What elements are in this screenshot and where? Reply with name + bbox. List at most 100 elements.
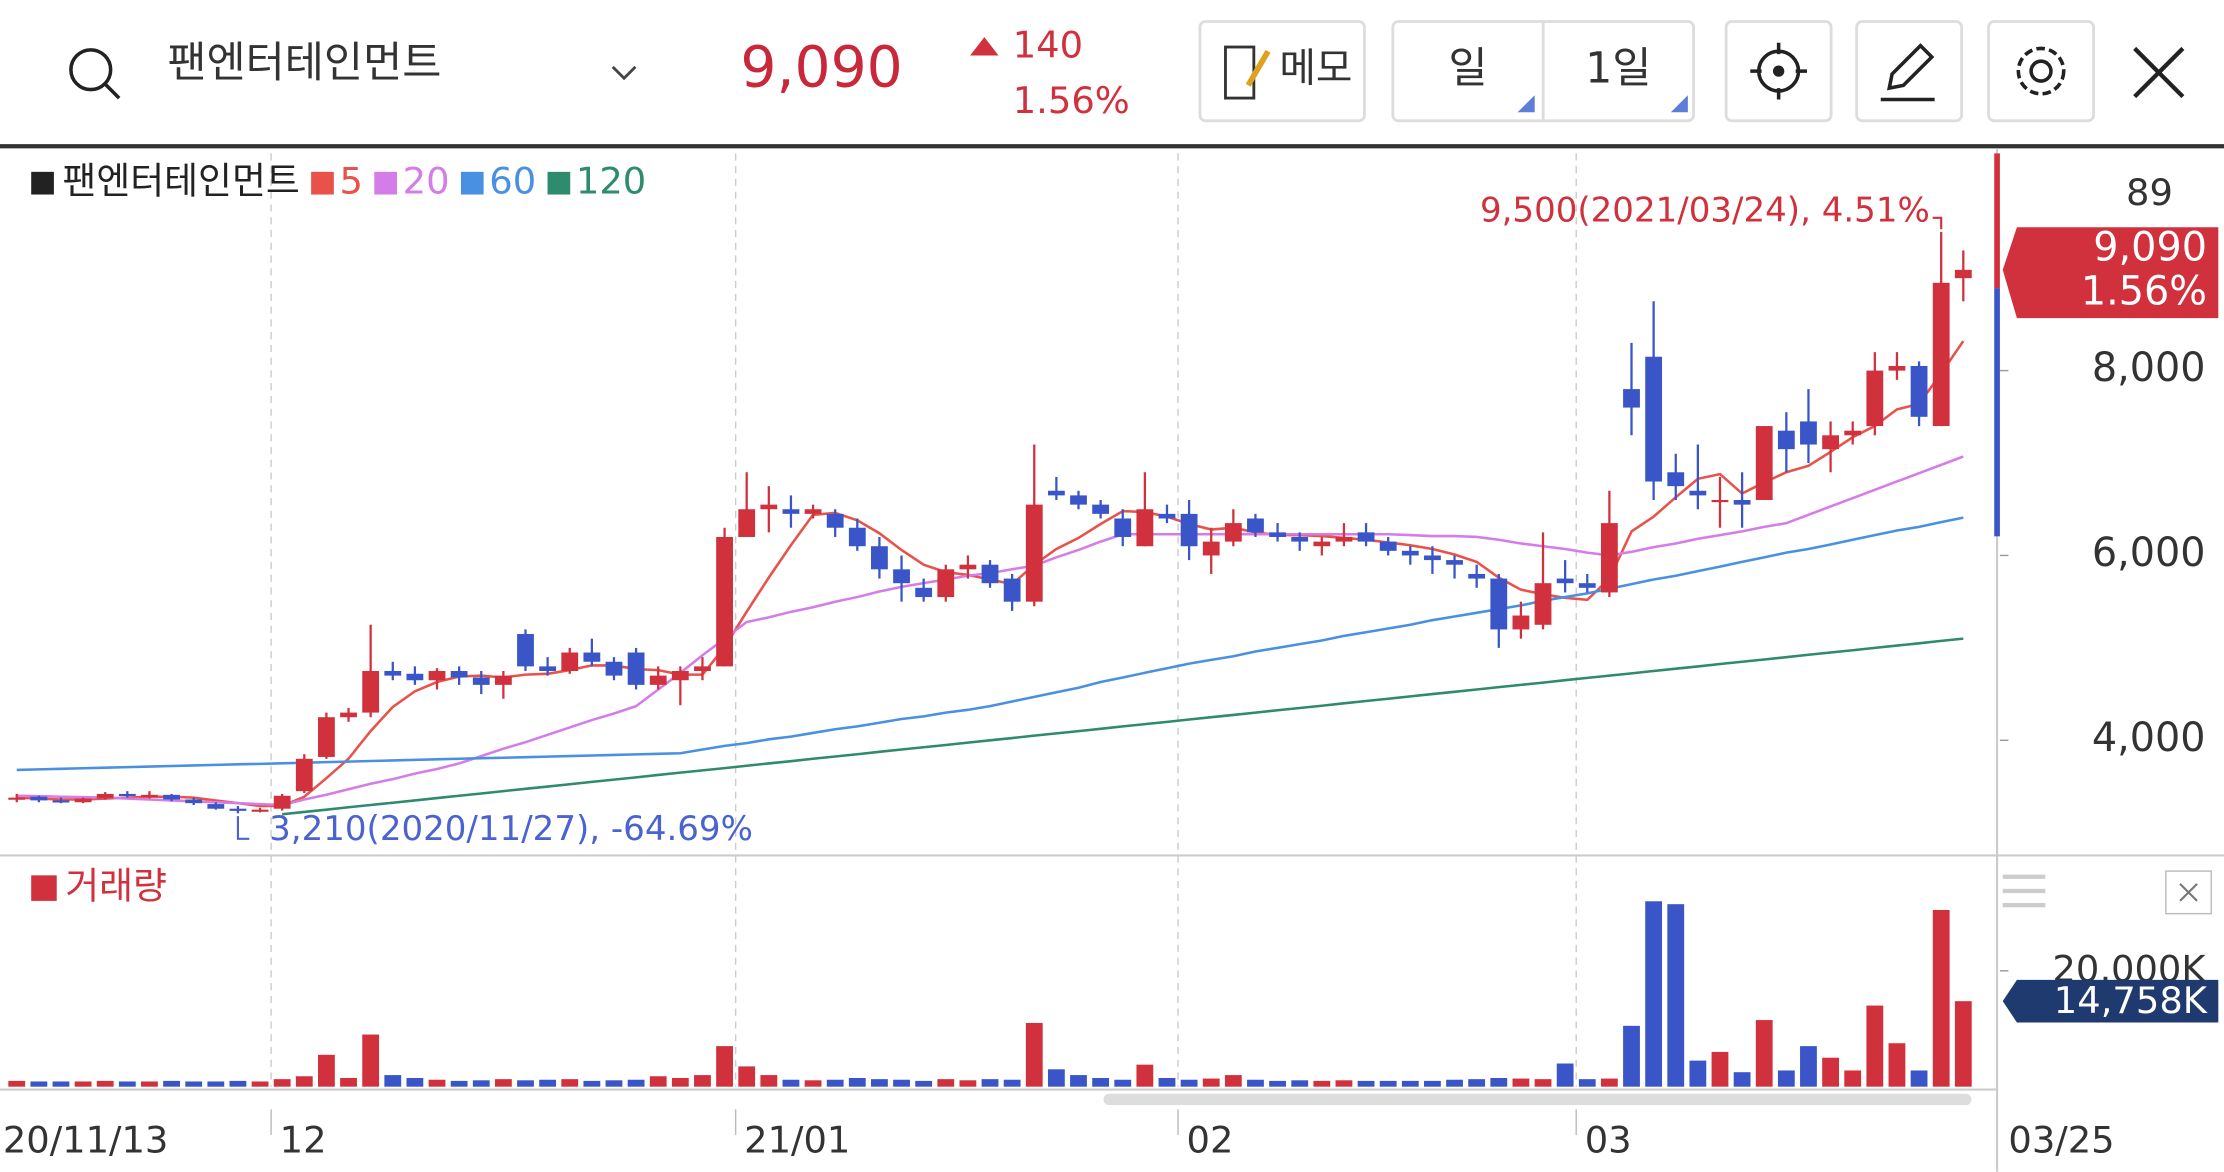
candle-body — [539, 666, 557, 671]
low-annotation-arrow — [236, 816, 250, 840]
candle-body — [1446, 560, 1463, 565]
volume-bar — [1247, 1079, 1264, 1087]
candle-body — [1003, 578, 1021, 602]
candle-body — [362, 670, 380, 713]
volume-bar — [1578, 1079, 1596, 1087]
volume-bar — [649, 1076, 667, 1087]
candle-body — [1247, 518, 1264, 533]
moving-average-line — [16, 516, 1964, 772]
volume-bar — [583, 1080, 601, 1087]
volume-pane-handle[interactable] — [2002, 874, 2046, 908]
volume-bar — [428, 1079, 446, 1087]
candle-body — [1424, 555, 1441, 561]
candle-body — [450, 670, 468, 678]
candle-body — [1512, 615, 1530, 630]
candle-body — [893, 569, 910, 584]
plot: 20/11/13 12 21/01 02 03 03/25 4,000 6,000 8,000 8… — [3, 153, 2219, 1162]
volume-bar — [1003, 1079, 1021, 1087]
candle-body — [74, 798, 92, 803]
volume-bar — [340, 1077, 357, 1087]
interval-label[interactable]: 1일 — [1585, 45, 1651, 94]
period-label[interactable]: 일 — [1448, 45, 1487, 94]
candle-body — [1689, 490, 1707, 496]
high-annotation: 9,500(2021/03/24), 4.51% — [1480, 191, 1930, 231]
volume-label-box — [2002, 979, 2219, 1023]
scrollbar[interactable] — [1103, 1093, 1972, 1106]
volume-bar — [981, 1079, 999, 1087]
draw-button[interactable] — [1855, 20, 1964, 123]
candle-body — [1733, 500, 1751, 505]
search-button[interactable] — [69, 48, 121, 100]
memo-label[interactable]: 메모 — [1279, 46, 1352, 92]
volume-bar — [1556, 1063, 1574, 1087]
dropdown-chevron[interactable] — [611, 65, 637, 81]
volume-bar — [694, 1075, 711, 1087]
candle-body — [1844, 430, 1862, 436]
volume-bar — [141, 1081, 158, 1087]
candle-body — [1667, 472, 1685, 487]
candle-body — [1379, 541, 1397, 551]
volume-bar — [1335, 1080, 1353, 1087]
memo-button[interactable] — [1198, 20, 1366, 123]
close-button[interactable] — [2133, 46, 2185, 99]
candle-body — [1269, 532, 1286, 537]
settings-button[interactable] — [1987, 20, 2095, 123]
volume-bar — [1623, 1025, 1640, 1087]
candle-body — [1468, 573, 1486, 579]
volume-bar — [494, 1079, 512, 1087]
candle-body — [494, 675, 512, 685]
volume-bar — [74, 1081, 92, 1087]
candle-body — [959, 564, 977, 570]
volume-bar — [384, 1075, 402, 1087]
candle-body — [1623, 389, 1640, 408]
volume-bar — [1866, 1005, 1884, 1087]
volume-bar — [1667, 904, 1685, 1087]
period-selector[interactable] — [1391, 20, 1695, 123]
volume-bar — [1269, 1080, 1286, 1087]
candle-body — [1490, 578, 1508, 630]
candle-body — [1534, 583, 1552, 625]
stock-name[interactable]: 팬엔터테인먼트 — [167, 39, 441, 88]
volume-bar — [1180, 1079, 1198, 1087]
candle-body — [1114, 518, 1132, 537]
volume-bar — [1910, 1070, 1928, 1087]
candle-body — [207, 804, 225, 809]
candle-body — [1136, 509, 1154, 547]
candle-body — [760, 504, 778, 510]
volume-bar — [1313, 1080, 1331, 1087]
candle-body — [1800, 421, 1817, 445]
volume-bar — [1401, 1080, 1419, 1087]
y-tick-label: 8,000 — [2092, 345, 2206, 391]
candle-body — [1401, 550, 1419, 556]
volume-bar — [406, 1077, 424, 1087]
volume-bar — [1424, 1080, 1441, 1087]
scroll-indicator-up — [1994, 153, 2000, 289]
legend-swatch — [31, 171, 54, 195]
price-change: 140 — [1013, 24, 1083, 67]
high-annotation-arrow — [1932, 216, 1943, 230]
volume-bar — [1534, 1079, 1552, 1087]
candle-body — [671, 670, 689, 681]
price-change-pct: 1.56% — [1013, 79, 1130, 122]
volume-bar — [1689, 1060, 1707, 1087]
candle-body — [627, 652, 645, 685]
candle-body — [1866, 370, 1884, 427]
candle-body — [229, 808, 247, 811]
volume-bar — [1822, 1057, 1839, 1087]
candle-body — [1025, 504, 1043, 602]
crosshair-button[interactable] — [1724, 20, 1833, 123]
candle-body — [517, 634, 534, 667]
volume-bar — [915, 1080, 933, 1087]
candle-body — [694, 666, 711, 671]
current-price: 9,090 — [740, 35, 902, 101]
volume-bar — [1224, 1075, 1242, 1087]
volume-bar — [671, 1077, 689, 1087]
volume-bar — [1954, 1001, 1972, 1087]
candle-body — [716, 536, 733, 667]
low-annotation: 3,210(2020/11/27), -64.69% — [269, 809, 753, 849]
volume-pane-close[interactable] — [2165, 870, 2212, 915]
volume-bar — [295, 1076, 313, 1087]
volume-bar — [362, 1034, 380, 1087]
volume-bar — [517, 1080, 534, 1087]
